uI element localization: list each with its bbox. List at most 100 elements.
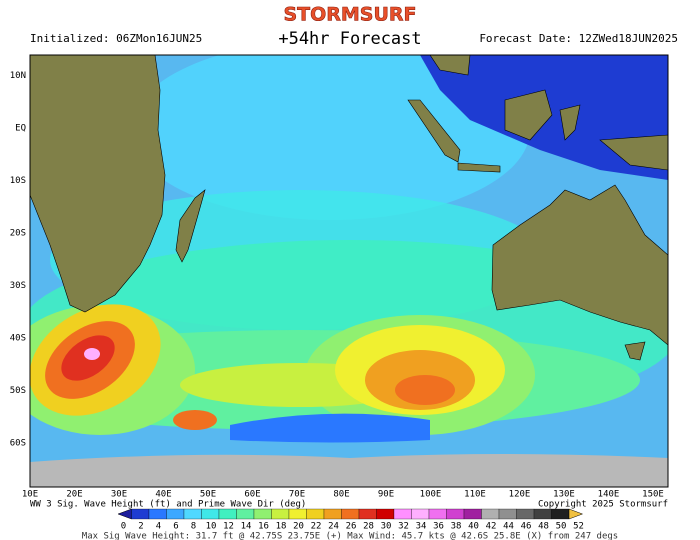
colorbar-label: 12 xyxy=(223,522,234,532)
footer: Max Sig Wave Height: 31.7 ft @ 42.75S 23… xyxy=(82,532,618,540)
colorbar-label: 38 xyxy=(451,522,462,532)
colorbar-label: 36 xyxy=(433,522,444,532)
colorbar-cell xyxy=(253,508,272,520)
lon-label: 50E xyxy=(200,490,216,500)
lon-label: 30E xyxy=(111,490,127,500)
colorbar-tip xyxy=(117,508,132,520)
colorbar-label: 40 xyxy=(468,522,479,532)
colorbar-cell xyxy=(271,508,290,520)
colorbar-cell xyxy=(376,508,395,520)
lat-label: 10S xyxy=(10,176,26,186)
colorbar-cell xyxy=(131,508,150,520)
colorbar-cell xyxy=(218,508,237,520)
africa xyxy=(30,55,166,313)
colorbar-label: 2 xyxy=(138,522,143,532)
lat-label: 10N xyxy=(10,71,26,81)
lat-label: 20S xyxy=(10,229,26,239)
lon-label: 150E xyxy=(642,490,664,500)
colorbar-cell xyxy=(323,508,342,520)
sumatra xyxy=(407,99,461,163)
lon-label: 60E xyxy=(244,490,260,500)
lon-label: 90E xyxy=(378,490,394,500)
colorbar-label: 10 xyxy=(206,522,217,532)
java xyxy=(457,162,501,173)
swell-zone xyxy=(130,55,530,220)
lon-label: 120E xyxy=(509,490,531,500)
colorbar-label: 18 xyxy=(276,522,287,532)
colorbar-label: 50 xyxy=(556,522,567,532)
colorbar-label: 16 xyxy=(258,522,269,532)
colorbar-cell xyxy=(551,508,570,520)
colorbar-label: 34 xyxy=(416,522,427,532)
colorbar-label: 30 xyxy=(381,522,392,532)
colorbar-cell xyxy=(201,508,220,520)
storm-center xyxy=(84,348,100,360)
title: +54hr Forecast xyxy=(278,29,421,49)
colorbar-label: 6 xyxy=(173,522,178,532)
lat-label: 50S xyxy=(10,386,26,396)
antarctica xyxy=(30,454,668,487)
colorbar-cell xyxy=(358,508,377,520)
lon-label: 130E xyxy=(553,490,575,500)
colorbar-cell xyxy=(183,508,202,520)
lat-label: 30S xyxy=(10,281,26,291)
logo: STORMSURF xyxy=(283,4,416,26)
colorbar-label: 20 xyxy=(293,522,304,532)
map-frame xyxy=(29,54,669,488)
new-guinea xyxy=(599,134,668,171)
tasmania xyxy=(624,341,646,361)
storm xyxy=(173,410,217,430)
lon-label: 100E xyxy=(420,490,442,500)
lat-label: EQ xyxy=(15,124,26,134)
storm xyxy=(395,375,455,405)
colorbar-cell xyxy=(288,508,307,520)
colorbar-cell xyxy=(516,508,535,520)
colorbar-label: 0 xyxy=(121,522,126,532)
colorbar-label: 8 xyxy=(191,522,196,532)
colorbar-label: 46 xyxy=(521,522,532,532)
colorbar-cell xyxy=(481,508,500,520)
colorbar-label: 44 xyxy=(503,522,514,532)
colorbar-cell xyxy=(306,508,325,520)
colorbar-cell xyxy=(166,508,185,520)
colorbar-cell xyxy=(463,508,482,520)
colorbar-cell xyxy=(498,508,517,520)
colorbar-label: 24 xyxy=(328,522,339,532)
lon-label: 80E xyxy=(333,490,349,500)
map xyxy=(30,55,668,487)
borneo xyxy=(504,89,553,141)
colorbar-cell xyxy=(148,508,167,520)
colorbar-label: 26 xyxy=(346,522,357,532)
lat-label: 40S xyxy=(10,334,26,344)
lon-label: 110E xyxy=(464,490,486,500)
colorbar-label: 22 xyxy=(311,522,322,532)
lat-label: 60S xyxy=(10,439,26,449)
lon-label: 40E xyxy=(155,490,171,500)
sea-ice-edge xyxy=(230,413,430,443)
initialized: Initialized: 06ZMon16JUN25 xyxy=(30,32,202,45)
colorbar-cell xyxy=(341,508,360,520)
lon-label: 20E xyxy=(66,490,82,500)
colorbar-label: 14 xyxy=(241,522,252,532)
australia xyxy=(491,184,668,346)
sulawesi xyxy=(559,104,581,141)
colorbar-cell xyxy=(446,508,465,520)
colorbar-cell xyxy=(411,508,430,520)
colorbar-tip xyxy=(568,508,584,520)
colorbar-label: 4 xyxy=(156,522,161,532)
madagascar xyxy=(175,189,206,263)
colorbar-label: 42 xyxy=(486,522,497,532)
lon-label: 140E xyxy=(598,490,620,500)
colorbar-cell xyxy=(236,508,255,520)
colorbar-label: 48 xyxy=(538,522,549,532)
colorbar-cell xyxy=(393,508,412,520)
colorbar-cell xyxy=(533,508,552,520)
legend-caption: WW 3 Sig. Wave Height (ft) and Prime Wav… xyxy=(30,500,306,510)
copyright: Copyright 2025 Stormsurf xyxy=(538,500,668,510)
colorbar-label: 32 xyxy=(398,522,409,532)
colorbar-cell xyxy=(428,508,447,520)
indochina xyxy=(429,55,471,76)
lon-label: 10E xyxy=(22,490,38,500)
